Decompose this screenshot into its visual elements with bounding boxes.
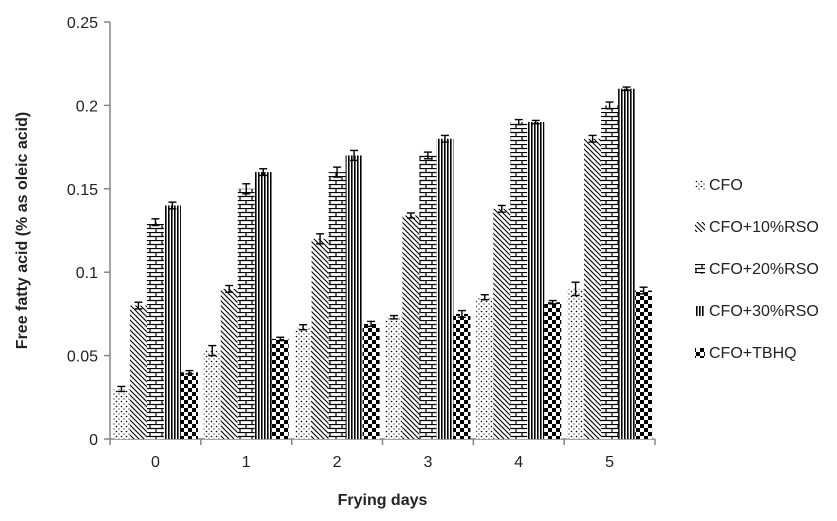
bar: [328, 172, 346, 439]
bar: [203, 350, 221, 439]
legend-label: CFO+20%RSO: [709, 261, 819, 278]
bar: [311, 238, 329, 439]
y-tick-label: 0.1: [76, 265, 98, 282]
legend-label: CFO: [709, 177, 743, 194]
bar: [385, 317, 403, 439]
bar: [345, 155, 363, 439]
bar: [584, 138, 602, 439]
legend-label: CFO+10%RSO: [709, 219, 819, 236]
bar: [453, 313, 471, 439]
y-tick-label: 0.25: [67, 15, 98, 32]
bar: [271, 338, 289, 439]
bar: [402, 215, 420, 439]
legend-swatch: [695, 222, 705, 232]
legend-label: CFO+TBHQ: [709, 345, 797, 362]
bar: [527, 122, 545, 439]
y-tick-label: 0.15: [67, 182, 98, 199]
bar: [635, 290, 653, 439]
legend-swatch: [695, 180, 705, 190]
bar: [294, 327, 312, 439]
x-tick-label: 2: [333, 454, 342, 471]
bar: [146, 222, 164, 439]
bar: [436, 138, 454, 439]
x-tick-label: 1: [242, 454, 251, 471]
x-tick-label: 0: [151, 454, 160, 471]
x-axis-title: Frying days: [338, 492, 428, 509]
bar: [254, 172, 272, 439]
x-tick-label: 3: [423, 454, 432, 471]
bar: [129, 305, 147, 439]
legend-swatch: [695, 306, 705, 316]
bar: [163, 205, 181, 439]
bar: [567, 288, 585, 439]
bar: [419, 155, 437, 439]
legend-label: CFO+30%RSO: [709, 303, 819, 320]
bar: [493, 208, 511, 439]
bar: [237, 188, 255, 439]
legend-swatch: [695, 264, 705, 274]
bar: [618, 88, 636, 439]
bar: [180, 372, 198, 439]
bar: [362, 323, 380, 439]
bar: [112, 388, 130, 439]
bar: [601, 105, 619, 440]
bar: [220, 288, 238, 439]
legend-swatch: [695, 348, 705, 358]
bar: [510, 122, 528, 439]
bar: [476, 297, 494, 439]
x-tick-label: 5: [605, 454, 614, 471]
y-tick-label: 0.05: [67, 349, 98, 366]
y-tick-label: 0: [89, 432, 98, 449]
y-tick-label: 0.2: [76, 98, 98, 115]
x-tick-label: 4: [514, 454, 523, 471]
bar: [544, 302, 562, 439]
y-axis-title: Free fatty acid (% as oleic acid): [14, 112, 31, 349]
